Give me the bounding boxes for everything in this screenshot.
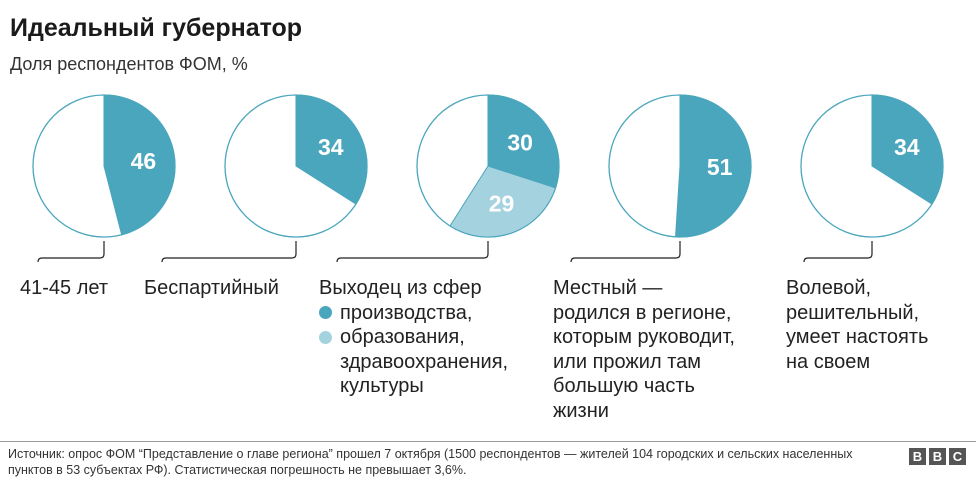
- pie-2-leader-line: [161, 241, 297, 263]
- pie-3-slice-1: [487, 94, 560, 189]
- bbc-logo-letter-2: B: [929, 448, 946, 465]
- bbc-logo-letter-3: C: [949, 448, 966, 465]
- label-willful: Волевой, решительный, умеет настоять на …: [786, 276, 928, 374]
- pie-3-slice-2: [449, 165, 557, 238]
- label-spheres: Выходец из сфер производства, образовани…: [319, 276, 508, 399]
- legend-production: производства,: [319, 301, 508, 326]
- legend-production-text: производства,: [340, 301, 473, 324]
- label-local-line-6: жизни: [553, 399, 609, 422]
- pie-3: 30 29: [336, 94, 560, 263]
- label-willful-line-2: решительный,: [786, 301, 920, 324]
- label-willful-line-1: Волевой,: [786, 277, 872, 299]
- legend-dot-primary-icon: [319, 306, 332, 320]
- pie-charts: 46 34 30 29 51 34: [32, 94, 944, 263]
- pie-5-slice-1: [871, 94, 944, 205]
- pie-4-leader-line: [570, 241, 681, 263]
- label-spheres-head: Выходец из сфер: [319, 277, 482, 299]
- pie-2-slice-1: [295, 94, 368, 205]
- pie-5-leader-line: [803, 241, 873, 263]
- legend-education: образования,: [319, 325, 508, 350]
- legend-dot-secondary-icon: [319, 330, 332, 344]
- legend-education-text: образования,: [340, 326, 465, 348]
- label-nonparty-text: Беспартийный: [144, 277, 279, 299]
- label-local-line-5: большую часть: [553, 375, 695, 397]
- pie-1-leader-line: [37, 241, 105, 263]
- bbc-logo: B B C: [909, 448, 966, 465]
- chart-subtitle: Доля респондентов ФОМ, %: [10, 54, 248, 74]
- legend-health-text: здравоохранения,: [340, 350, 509, 373]
- pie-4: 51: [570, 94, 752, 263]
- footer-divider: [0, 441, 976, 442]
- pie-3-value-label-1: 30: [507, 130, 533, 156]
- pie-4-slice-1: [675, 94, 752, 238]
- pie-1-slice-1: [103, 94, 176, 236]
- legend-culture-text: культуры: [340, 375, 424, 397]
- pie-1: 46: [32, 94, 176, 263]
- pie-2: 34: [161, 94, 368, 263]
- pie-3-leader-line: [336, 241, 489, 263]
- label-local-line-4: или прожил там: [553, 350, 702, 373]
- source-note: Источник: опрос ФОМ “Представление о гла…: [8, 447, 853, 477]
- pie-2-value-label-1: 34: [318, 134, 344, 160]
- pie-4-value-label-1: 51: [707, 154, 733, 180]
- label-local: Местный — родился в регионе, которым рук…: [553, 276, 735, 423]
- pie-5: 34: [800, 94, 944, 263]
- pie-3-value-label-2: 29: [489, 190, 515, 216]
- pie-1-value-label-1: 46: [131, 148, 157, 174]
- pie-5-value-label-1: 34: [894, 134, 920, 160]
- label-willful-line-3: умеет настоять: [786, 326, 929, 348]
- label-willful-line-4: на своем: [786, 350, 871, 373]
- label-local-line-2: родился в регионе,: [553, 301, 732, 324]
- label-local-line-1: Местный —: [553, 277, 663, 299]
- label-age: 41-45 лет: [20, 276, 108, 301]
- chart-title: Идеальный губернатор: [10, 14, 303, 42]
- label-age-text: 41-45 лет: [20, 277, 108, 299]
- label-nonparty: Беспартийный: [144, 276, 279, 301]
- bbc-logo-letter-1: B: [909, 448, 926, 465]
- label-local-line-3: которым руководит,: [553, 326, 735, 348]
